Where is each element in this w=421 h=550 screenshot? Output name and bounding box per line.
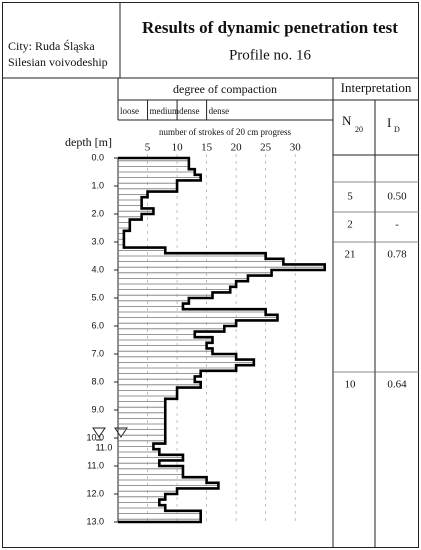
n-label: N xyxy=(342,113,352,128)
profile: Profile no. 16 xyxy=(229,47,312,63)
y-tick-label: 10.0 xyxy=(86,432,104,442)
y-tick-label: 12.0 xyxy=(86,488,104,498)
n20-value: 5 xyxy=(347,191,353,203)
id-value: 0.78 xyxy=(387,249,407,261)
id-value: 0.64 xyxy=(387,379,407,391)
column-title: degree of compaction xyxy=(173,82,277,96)
n20-value: 2 xyxy=(347,219,353,231)
x-axis-label: number of strokes of 20 cm progress xyxy=(159,127,291,137)
y-tick-label: 13.0 xyxy=(86,516,104,526)
x-tick-label: 30 xyxy=(290,142,302,154)
n20-value: 21 xyxy=(345,249,356,261)
y-tick-label: 3.0 xyxy=(91,236,104,246)
title: Results of dynamic penetration test xyxy=(142,18,398,37)
i-sub: D xyxy=(394,125,400,134)
x-tick-label: 20 xyxy=(231,142,243,154)
groundwater-label: 11.0 xyxy=(96,442,113,452)
id-value: - xyxy=(395,219,399,231)
compaction-label: loose xyxy=(120,106,139,116)
compaction-label: medium xyxy=(150,106,180,116)
y-tick-label: 1.0 xyxy=(91,180,104,190)
y-tick-label: 9.0 xyxy=(91,404,104,414)
y-tick-label: 4.0 xyxy=(91,264,104,274)
id-value: 0.50 xyxy=(387,191,407,203)
y-tick-label: 2.0 xyxy=(91,208,104,218)
region: Silesian voivodeship xyxy=(8,55,108,69)
x-tick-label: 15 xyxy=(201,142,213,154)
city: City: Ruda Śląska xyxy=(8,39,95,53)
n20-value: 10 xyxy=(345,379,357,391)
n-sub: 20 xyxy=(355,125,363,134)
y-axis-label: depth [m] xyxy=(65,135,112,149)
i-label: I xyxy=(387,115,391,130)
compaction-label: dense xyxy=(209,106,230,116)
strokes-profile xyxy=(118,156,327,524)
y-tick-label: 8.0 xyxy=(91,376,104,386)
y-tick-label: 6.0 xyxy=(91,320,104,330)
x-tick-label: 10 xyxy=(172,142,184,154)
x-tick-label: 25 xyxy=(260,142,272,154)
interpretation-title: Interpretation xyxy=(341,80,412,95)
x-tick-label: 5 xyxy=(145,142,151,154)
y-tick-label: 7.0 xyxy=(91,348,104,358)
y-tick-label: 11.0 xyxy=(87,460,104,470)
y-tick-label: 0.0 xyxy=(91,152,104,162)
y-tick-label: 5.0 xyxy=(91,292,104,302)
compaction-label: dense xyxy=(179,106,200,116)
